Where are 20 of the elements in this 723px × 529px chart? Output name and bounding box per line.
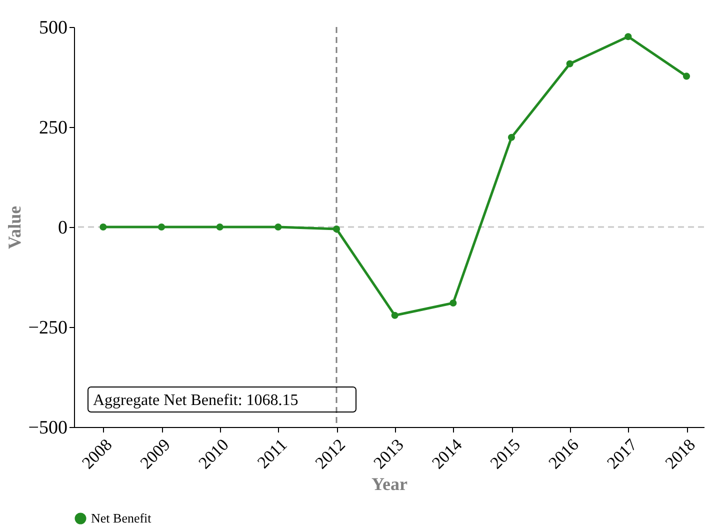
point (158, 223, 166, 231)
y-tick-label: 0 (58, 218, 68, 238)
point (391, 312, 398, 319)
y-tick-label: 250 (39, 118, 68, 138)
legend-label: Net Benefit (91, 510, 152, 526)
point (332, 225, 340, 233)
point (216, 223, 224, 231)
y-tick-label: −250 (28, 318, 68, 338)
y-tick-label: 500 (39, 18, 68, 38)
point (624, 33, 632, 40)
y-tick-label: −500 (28, 418, 68, 438)
point (682, 72, 690, 80)
annotation: Aggregate Net Benefit: 1068.15 (93, 392, 298, 409)
point (450, 299, 457, 307)
point (566, 60, 574, 68)
y-axis-title: Value (4, 206, 24, 250)
point (100, 223, 107, 231)
point (508, 134, 516, 141)
x-axis-title: Year (372, 474, 408, 494)
point (274, 223, 282, 231)
